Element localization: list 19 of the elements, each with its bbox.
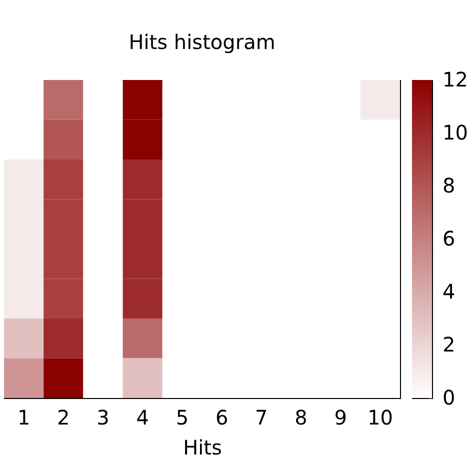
color-bar-label: 0 [442,386,456,410]
x-tick-label: 6 [215,406,228,430]
color-bar-label: 4 [442,280,456,304]
x-tick-label: 1 [17,406,30,430]
x-tick-label: 5 [176,406,189,430]
color-bar-label: 8 [442,174,456,198]
x-tick-label: 10 [367,406,393,430]
x-tick-label: 7 [255,406,268,430]
color-bar-label: 10 [442,120,468,144]
x-tick-label: 4 [136,406,149,430]
color-bar-label: 2 [442,332,456,356]
chart-title: Hits histogram [128,30,276,54]
color-bar-label: 12 [442,68,468,92]
color-bar-label: 6 [442,226,456,250]
x-axis-title: Hits [183,436,222,460]
x-tick-label: 8 [294,406,308,430]
x-tick-label: 3 [96,406,110,430]
x-tick-label: 2 [57,406,70,430]
x-tick-label: 9 [334,406,347,430]
